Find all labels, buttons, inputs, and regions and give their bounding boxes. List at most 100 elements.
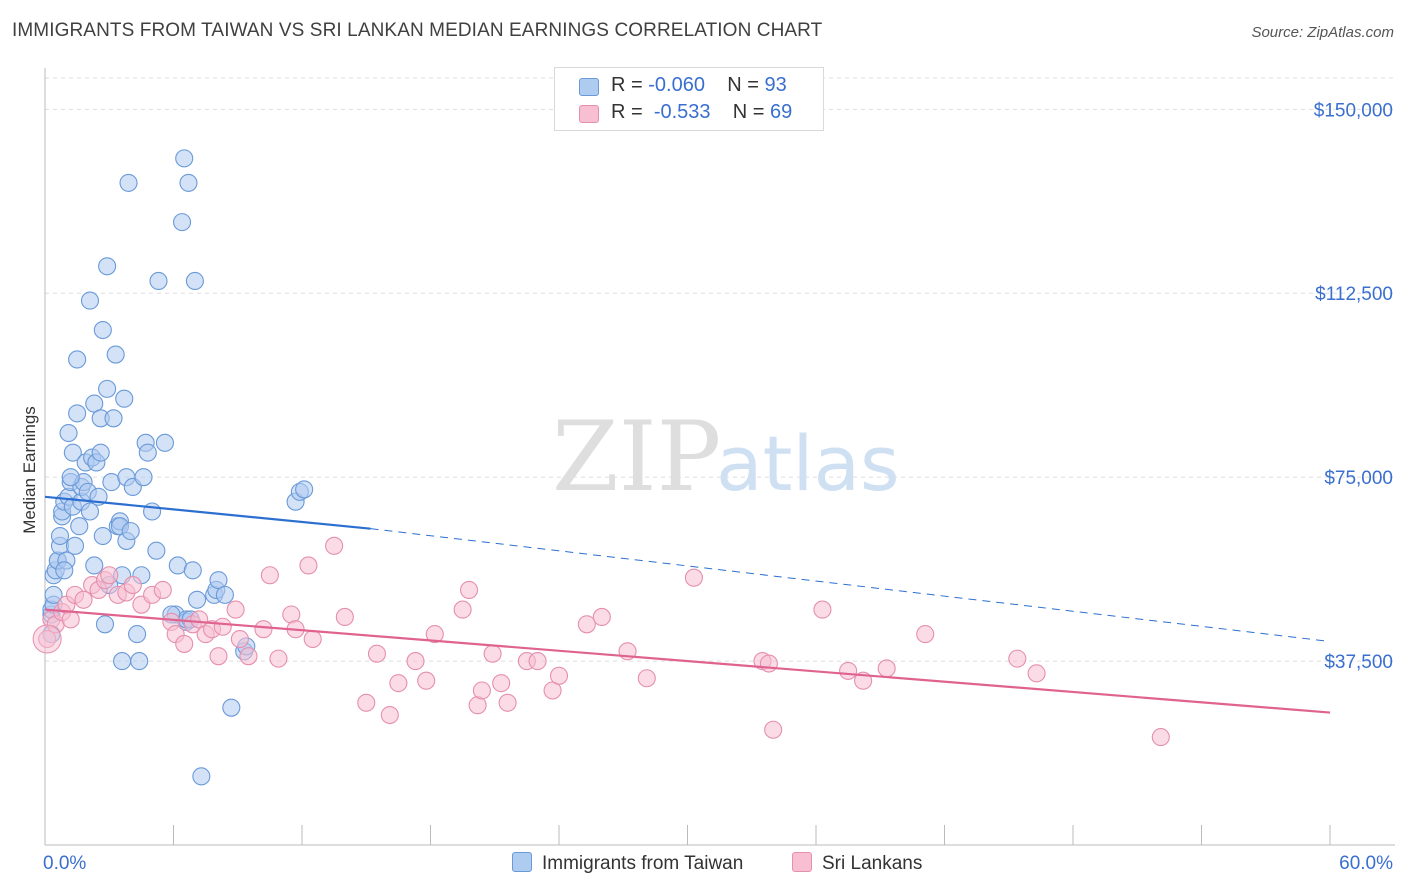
srilanka-point xyxy=(213,617,232,636)
bottom-legend-swatch-srilanka xyxy=(792,852,812,872)
srilanka-point xyxy=(839,661,858,680)
taiwan-point xyxy=(93,526,112,546)
taiwan-point xyxy=(80,502,100,521)
srilanka-point xyxy=(459,580,479,600)
srilanka-point xyxy=(100,566,119,585)
taiwan-point xyxy=(104,409,123,428)
srilanka-point xyxy=(483,644,502,663)
axes xyxy=(44,68,1395,846)
srilanka-point xyxy=(637,669,656,688)
srilanka-point xyxy=(32,624,62,654)
srilanka-point xyxy=(492,674,511,693)
srilanka-point xyxy=(153,580,172,600)
correlation-legend: R = -0.060 N = 93 R = -0.533 N = 69 xyxy=(554,67,824,131)
grid-lines xyxy=(45,77,1395,662)
srilanka-point xyxy=(684,568,703,587)
taiwan-point xyxy=(63,443,82,462)
taiwan-point xyxy=(85,556,104,575)
srilanka-point xyxy=(453,600,472,619)
srilanka-point xyxy=(299,556,318,575)
taiwan-point xyxy=(68,404,87,423)
legend-n-value-taiwan: 93 xyxy=(764,74,787,96)
taiwan-point xyxy=(91,443,110,462)
srilanka-point xyxy=(1027,664,1046,683)
taiwan-point xyxy=(179,173,198,192)
srilanka-point xyxy=(759,654,778,673)
taiwan-point xyxy=(55,561,74,580)
trend-lines xyxy=(44,495,1331,714)
taiwan-trend-line xyxy=(44,495,371,530)
taiwan-point xyxy=(80,291,100,310)
srilanka-point xyxy=(209,647,228,666)
x-tick-label-min: 0.0% xyxy=(43,853,86,874)
taiwan-point xyxy=(188,590,207,609)
taiwan-point xyxy=(93,320,112,340)
legend-r-label: R = xyxy=(611,101,643,123)
taiwan-point xyxy=(59,423,78,443)
srilanka-point xyxy=(1151,728,1170,747)
srilanka-point xyxy=(123,576,142,595)
srilanka-point xyxy=(813,600,832,619)
srilanka-point xyxy=(325,536,344,555)
srilanka-trend-line xyxy=(44,608,1331,714)
taiwan-trend-extension xyxy=(370,528,1331,642)
y-tick-label: $150,000 xyxy=(1314,100,1393,121)
taiwan-point xyxy=(215,585,234,604)
srilanka-point xyxy=(549,666,569,685)
taiwan-point xyxy=(65,536,85,555)
srilanka-point xyxy=(877,659,896,678)
srilanka-point xyxy=(764,720,783,739)
srilanka-point xyxy=(269,649,288,668)
srilanka-point xyxy=(357,693,376,712)
bottom-legend-taiwan[interactable]: Immigrants from Taiwan xyxy=(512,852,743,878)
srilanka-point xyxy=(61,610,80,629)
y-tick-label: $112,500 xyxy=(1315,284,1393,305)
taiwan-point xyxy=(106,345,125,364)
srilanka-point xyxy=(254,620,273,639)
taiwan-point xyxy=(149,271,168,291)
srilanka-point xyxy=(528,652,547,671)
taiwan-point xyxy=(138,443,157,462)
legend-swatch-taiwan xyxy=(579,78,599,96)
srilanka-point xyxy=(417,671,436,690)
chart-title: IMMIGRANTS FROM TAIWAN VS SRI LANKAN MED… xyxy=(12,20,823,41)
taiwan-point xyxy=(128,625,147,644)
taiwan-point xyxy=(185,271,204,291)
taiwan-point xyxy=(168,556,187,575)
bottom-legend-srilanka[interactable]: Sri Lankans xyxy=(792,852,922,878)
srilanka-point xyxy=(175,634,194,653)
srilanka-point xyxy=(498,693,517,712)
taiwan-point xyxy=(192,767,211,786)
srilanka-point xyxy=(380,705,399,725)
y-tick-label: $37,500 xyxy=(1324,652,1393,673)
srilanka-point xyxy=(592,607,611,626)
taiwan-point xyxy=(175,149,194,168)
taiwan-point xyxy=(183,561,202,580)
taiwan-point xyxy=(130,652,149,671)
tick-labels: $37,500 $75,000 $112,500 $150,000 0.0% 60.0% xyxy=(43,100,1393,874)
legend-n-label: N = xyxy=(732,101,765,123)
legend-r-value-taiwan: -0.060 xyxy=(648,74,705,96)
srilanka-point xyxy=(406,652,425,671)
srilanka-point xyxy=(335,607,354,626)
taiwan-point xyxy=(121,522,140,541)
legend-n-label: N = xyxy=(727,74,759,96)
taiwan-point xyxy=(95,615,115,634)
taiwan-point xyxy=(295,480,314,499)
taiwan-point xyxy=(50,526,70,546)
bottom-legend-label-srilanka: Sri Lankans xyxy=(822,853,923,874)
srilanka-point xyxy=(226,600,245,619)
srilanka-point xyxy=(577,615,596,634)
legend-swatch-srilanka xyxy=(579,105,599,123)
taiwan-point xyxy=(68,350,87,369)
series-taiwan-points xyxy=(42,149,314,786)
y-tick-label: $75,000 xyxy=(1324,468,1393,489)
taiwan-point xyxy=(113,652,132,671)
source-label: Source: ZipAtlas.com xyxy=(1251,24,1394,41)
srilanka-point xyxy=(389,674,408,693)
watermark-zip: ZIP xyxy=(552,401,721,513)
x-tick-label-max: 60.0% xyxy=(1339,853,1393,874)
taiwan-point xyxy=(115,389,134,408)
taiwan-point xyxy=(98,379,117,398)
